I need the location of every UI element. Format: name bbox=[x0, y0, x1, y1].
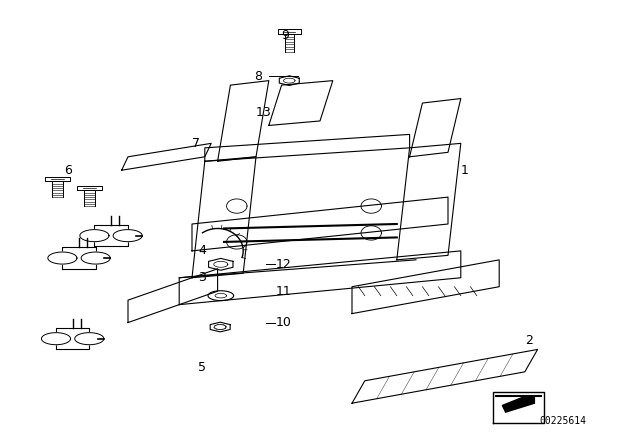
Text: 4: 4 bbox=[198, 244, 206, 258]
Polygon shape bbox=[52, 195, 63, 197]
Polygon shape bbox=[218, 81, 269, 161]
Polygon shape bbox=[205, 134, 410, 161]
Text: 10: 10 bbox=[275, 316, 291, 329]
Text: 12: 12 bbox=[275, 258, 291, 271]
Polygon shape bbox=[84, 202, 95, 204]
Text: 7: 7 bbox=[192, 137, 200, 150]
Polygon shape bbox=[285, 49, 294, 52]
Polygon shape bbox=[81, 252, 110, 264]
Text: 11: 11 bbox=[275, 284, 291, 298]
Polygon shape bbox=[56, 328, 89, 349]
Polygon shape bbox=[84, 193, 95, 195]
Polygon shape bbox=[285, 47, 294, 49]
Text: 00225614: 00225614 bbox=[540, 416, 587, 426]
Polygon shape bbox=[42, 333, 70, 345]
Text: 8: 8 bbox=[255, 69, 262, 83]
Polygon shape bbox=[352, 260, 499, 314]
Text: 6: 6 bbox=[64, 164, 72, 177]
Polygon shape bbox=[285, 44, 294, 47]
Polygon shape bbox=[278, 29, 301, 34]
Polygon shape bbox=[179, 251, 461, 305]
Polygon shape bbox=[75, 333, 104, 345]
Polygon shape bbox=[285, 34, 294, 37]
Polygon shape bbox=[77, 186, 102, 190]
Polygon shape bbox=[122, 143, 211, 170]
Polygon shape bbox=[84, 204, 95, 206]
Polygon shape bbox=[63, 247, 96, 269]
Polygon shape bbox=[192, 157, 256, 278]
Polygon shape bbox=[95, 225, 128, 246]
Polygon shape bbox=[352, 349, 538, 403]
Text: 3: 3 bbox=[198, 271, 206, 284]
Polygon shape bbox=[52, 190, 63, 193]
Polygon shape bbox=[84, 190, 95, 193]
Polygon shape bbox=[410, 99, 461, 157]
Polygon shape bbox=[502, 396, 534, 412]
Polygon shape bbox=[192, 197, 448, 251]
Text: 9: 9 bbox=[282, 29, 289, 43]
Text: 2: 2 bbox=[525, 334, 532, 347]
Polygon shape bbox=[210, 322, 230, 332]
Polygon shape bbox=[84, 199, 95, 202]
Polygon shape bbox=[285, 39, 294, 42]
Text: 5: 5 bbox=[198, 361, 206, 374]
Polygon shape bbox=[52, 193, 63, 195]
Polygon shape bbox=[52, 184, 63, 186]
Polygon shape bbox=[84, 197, 95, 199]
Polygon shape bbox=[285, 37, 294, 39]
Polygon shape bbox=[285, 42, 294, 44]
Polygon shape bbox=[52, 186, 63, 188]
Polygon shape bbox=[80, 230, 109, 241]
Polygon shape bbox=[45, 177, 70, 181]
Polygon shape bbox=[48, 252, 77, 264]
Text: 1: 1 bbox=[461, 164, 468, 177]
Polygon shape bbox=[397, 143, 461, 260]
Polygon shape bbox=[113, 230, 142, 241]
Polygon shape bbox=[128, 269, 218, 323]
Text: 13: 13 bbox=[256, 105, 272, 119]
Polygon shape bbox=[84, 195, 95, 197]
Polygon shape bbox=[208, 291, 234, 301]
Polygon shape bbox=[52, 188, 63, 190]
Polygon shape bbox=[209, 258, 233, 270]
Polygon shape bbox=[279, 76, 300, 86]
Polygon shape bbox=[52, 181, 63, 184]
Polygon shape bbox=[269, 81, 333, 125]
